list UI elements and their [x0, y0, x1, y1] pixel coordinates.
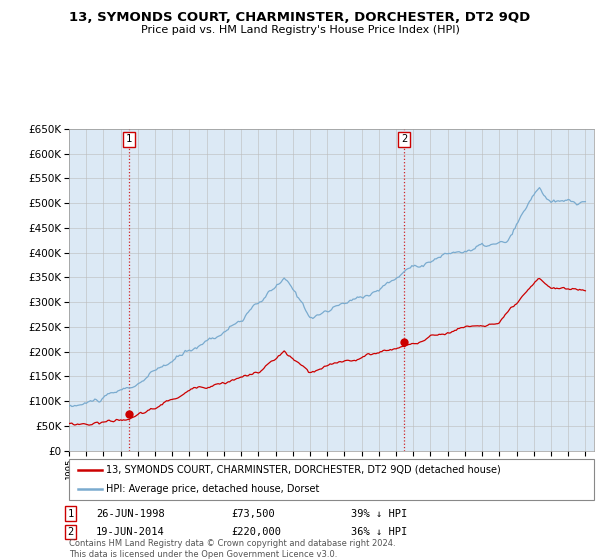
Text: 26-JUN-1998: 26-JUN-1998 [96, 508, 165, 519]
Text: HPI: Average price, detached house, Dorset: HPI: Average price, detached house, Dors… [106, 484, 320, 494]
Text: 19-JUN-2014: 19-JUN-2014 [96, 527, 165, 537]
Text: £220,000: £220,000 [231, 527, 281, 537]
Text: 36% ↓ HPI: 36% ↓ HPI [351, 527, 407, 537]
Text: 1: 1 [126, 134, 132, 144]
Text: 13, SYMONDS COURT, CHARMINSTER, DORCHESTER, DT2 9QD (detached house): 13, SYMONDS COURT, CHARMINSTER, DORCHEST… [106, 465, 501, 475]
Text: 2: 2 [401, 134, 407, 144]
Text: 1: 1 [68, 508, 74, 519]
Text: £73,500: £73,500 [231, 508, 275, 519]
Text: Contains HM Land Registry data © Crown copyright and database right 2024.
This d: Contains HM Land Registry data © Crown c… [69, 539, 395, 559]
Text: 2: 2 [68, 527, 74, 537]
Text: 13, SYMONDS COURT, CHARMINSTER, DORCHESTER, DT2 9QD: 13, SYMONDS COURT, CHARMINSTER, DORCHEST… [70, 11, 530, 24]
Text: 39% ↓ HPI: 39% ↓ HPI [351, 508, 407, 519]
Text: Price paid vs. HM Land Registry's House Price Index (HPI): Price paid vs. HM Land Registry's House … [140, 25, 460, 35]
